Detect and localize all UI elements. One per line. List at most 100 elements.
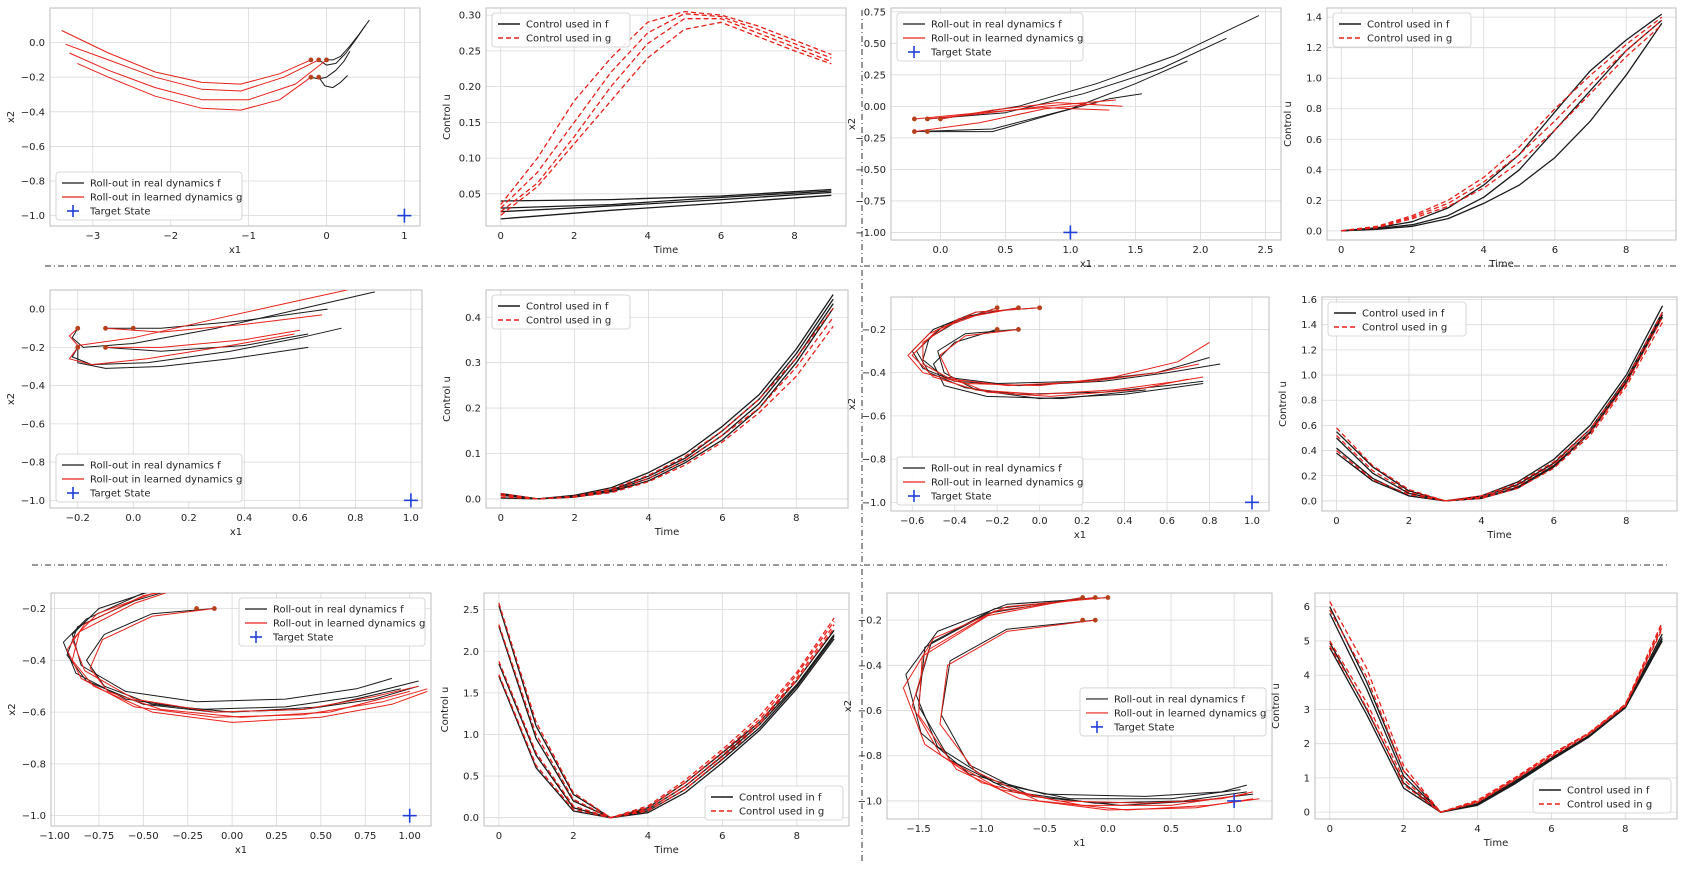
start-point [1105, 595, 1111, 600]
start-point [308, 74, 314, 80]
control-g-line [498, 627, 835, 819]
legend-box [55, 171, 243, 221]
legend: Roll-out in real dynamics f Roll-out in l… [1079, 687, 1267, 737]
control-g-line [1341, 16, 1663, 232]
x-tick-label: 1.0 [1062, 245, 1078, 256]
y-tick-label: 0.20 [459, 82, 481, 93]
start-point [211, 606, 217, 611]
y-axis-label: x2 [847, 118, 858, 130]
y-tick-label: −1.0 [22, 811, 46, 822]
x-axis-label: Time [653, 845, 678, 856]
data-layer [1341, 13, 1663, 232]
y-tick-label: 0.25 [864, 70, 886, 81]
real-rollout-line [927, 93, 1142, 133]
x-tick-label: 2.0 [1192, 245, 1208, 256]
x-tick-label: −1.5 [906, 824, 930, 835]
axes-frame [1314, 592, 1678, 820]
learned-rollout-line [902, 597, 1254, 804]
real-rollout-line [77, 346, 309, 369]
y-tick-label: 5 [1304, 636, 1310, 647]
y-tick-label: −0.8 [858, 751, 882, 762]
y-tick-label: −0.25 [855, 133, 886, 144]
x-tick-label: 0.0 [932, 245, 948, 256]
x-tick-label: 0 [1327, 824, 1333, 835]
y-tick-label: 1.2 [1306, 43, 1322, 54]
axes-frame [49, 7, 421, 227]
x-tick-label: 0.2 [181, 513, 197, 524]
start-point [1092, 595, 1098, 600]
y-tick-label: −0.8 [862, 455, 886, 466]
y-axis-label: x2 [6, 393, 17, 405]
y-tick-label: 0.10 [459, 154, 481, 165]
x-axis-label: Time [653, 245, 678, 256]
y-axis-label: x2 [7, 703, 18, 715]
control-g-line [500, 307, 834, 500]
axes-frame [1321, 296, 1678, 512]
start-point [316, 74, 322, 80]
x-tick-label: −0.75 [84, 831, 115, 842]
start-point [1092, 617, 1098, 623]
y-tick-label: 0.8 [1306, 104, 1322, 115]
y-tick-label: 1.5 [463, 688, 479, 699]
control-f-line [1329, 638, 1663, 813]
x-tick-label: 8 [1622, 824, 1628, 835]
target-marker [1063, 225, 1078, 240]
control-f-line [1336, 314, 1664, 502]
x-tick-label: 2 [570, 831, 576, 842]
legend-label: Roll-out in real dynamics f [1114, 694, 1245, 705]
data-layer [68, 290, 375, 369]
control-g-line [498, 624, 835, 819]
start-point [194, 606, 200, 611]
x-tick-label: 6 [719, 831, 725, 842]
y-tick-label: −0.6 [862, 411, 886, 422]
y-tick-label: 3 [1304, 705, 1310, 716]
plot-r1p1: −3 −2 −1 0 1 0.0 −0.2 −0.4 −0.6 −0.8 −1.0 x1 x2 Roll-… [6, 7, 421, 256]
x-tick-label: 2 [571, 231, 577, 242]
start-point [130, 325, 136, 331]
axes-frame [483, 592, 850, 827]
y-tick-label: 0.0 [1301, 496, 1317, 507]
legend-label: Control used in f [1567, 786, 1650, 797]
x-tick-label: 8 [1623, 245, 1629, 256]
y-tick-label: 0.0 [1306, 226, 1322, 237]
real-rollout-line [927, 37, 1227, 120]
legend-label: Roll-out in real dynamics f [931, 20, 1062, 31]
control-g-line [500, 325, 834, 500]
control-g-line [1329, 601, 1663, 813]
plot-r2p3: −0.6 −0.4 −0.2 0.0 0.2 0.4 0.6 0.8 1.0 −0.2 −0.4 −0… [847, 296, 1270, 541]
control-f-line [498, 626, 835, 819]
real-rollout-line [71, 593, 393, 703]
y-tick-label: 1.4 [1301, 320, 1317, 331]
y-tick-label: −1.0 [21, 211, 45, 222]
real-rollout-line [318, 25, 366, 66]
control-g-line [1336, 311, 1664, 502]
start-point [912, 116, 917, 122]
axes-frame [890, 296, 1270, 512]
x-tick-label: −3 [85, 231, 100, 242]
x-axis-label: x1 [229, 245, 241, 256]
x-tick-label: −1 [241, 231, 256, 242]
learned-rollout-line [89, 608, 410, 718]
x-tick-label: 4 [1478, 516, 1484, 527]
y-tick-label: 0.15 [459, 118, 481, 129]
legend-box [896, 12, 1084, 62]
x-tick-label: 0.00 [221, 831, 243, 842]
y-tick-label: 0.0 [29, 38, 45, 49]
x-tick-label: 0 [1333, 516, 1339, 527]
start-point [212, 580, 217, 585]
learned-rollout-line [911, 597, 1247, 806]
plot-r3p1: −1.00 −0.75 −0.50 −0.25 0.00 0.25 0.50 0.75 1.00… [7, 580, 432, 856]
axes-frame [1326, 7, 1677, 241]
y-tick-label: −0.2 [22, 604, 46, 615]
data-layer [62, 580, 428, 723]
y-axis-label: x2 [6, 111, 17, 123]
legend-label: Target State [89, 489, 151, 500]
start-point [75, 344, 81, 350]
legend: Control used in f Control used in g [1332, 12, 1472, 48]
control-f-line [1341, 13, 1663, 232]
y-tick-label: −0.2 [858, 616, 882, 627]
legend-label: Roll-out in learned dynamics g [931, 478, 1083, 489]
x-tick-label: 0 [498, 231, 504, 242]
y-tick-label: 0.30 [459, 11, 481, 22]
y-tick-label: −0.4 [862, 368, 886, 379]
